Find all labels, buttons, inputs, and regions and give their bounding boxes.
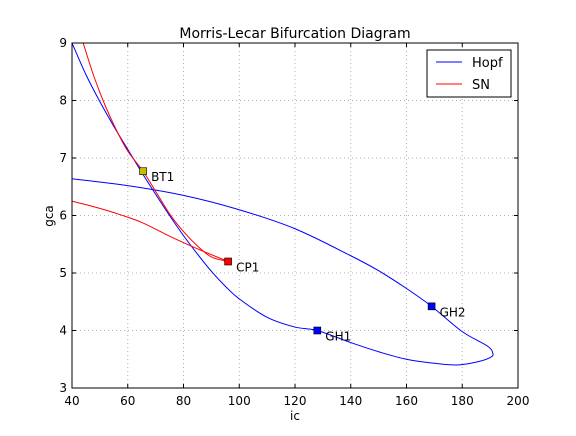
series-sn-curve-1	[72, 200, 229, 262]
point-gh2-marker	[427, 302, 436, 311]
y-tick-label: 4	[59, 324, 67, 338]
chart-title: Morris-Lecar Bifurcation Diagram	[179, 26, 410, 42]
point-cp1-marker	[224, 257, 232, 266]
axis-ticks: 40 60 80 100 120 140 160 180 200 3 4 5 6 7 8 9	[59, 36, 529, 408]
x-tick-label: 100	[228, 394, 251, 408]
x-tick-label: 80	[176, 394, 191, 408]
x-axis-label: ic	[290, 409, 300, 423]
x-tick-label: 160	[395, 394, 418, 408]
y-tick-label: 5	[59, 266, 67, 280]
curves	[72, 43, 494, 366]
series-hopf-curve-0	[72, 43, 494, 366]
series-sn-curve-0	[82, 43, 229, 262]
x-tick-label: 60	[120, 394, 135, 408]
point-gh1-label: GH1	[325, 330, 351, 344]
x-tick-label: 140	[339, 394, 362, 408]
x-tick-label: 200	[507, 394, 530, 408]
y-tick-label: 9	[59, 36, 67, 50]
point-gh1-marker	[313, 326, 322, 335]
x-tick-label: 120	[284, 394, 307, 408]
y-tick-label: 7	[59, 151, 67, 165]
point-bt1-label: BT1	[151, 170, 174, 184]
point-cp1-label: CP1	[236, 261, 259, 275]
grid	[72, 43, 518, 388]
y-tick-label: 3	[59, 381, 67, 395]
point-gh2-label: GH2	[440, 305, 466, 319]
legend-label-sn: SN	[472, 78, 490, 93]
legend-label-hopf: Hopf	[472, 56, 503, 71]
y-axis-label: gca	[42, 205, 56, 227]
point-bt1-marker	[139, 167, 147, 176]
y-tick-label: 8	[59, 94, 67, 108]
legend-box	[426, 49, 512, 98]
legend: Hopf SN	[426, 49, 512, 98]
y-tick-label: 6	[59, 209, 67, 223]
data-layer: BT1 CP1 GH1 GH2	[72, 43, 494, 366]
x-tick-label: 40	[64, 394, 79, 408]
x-tick-label: 180	[451, 394, 474, 408]
